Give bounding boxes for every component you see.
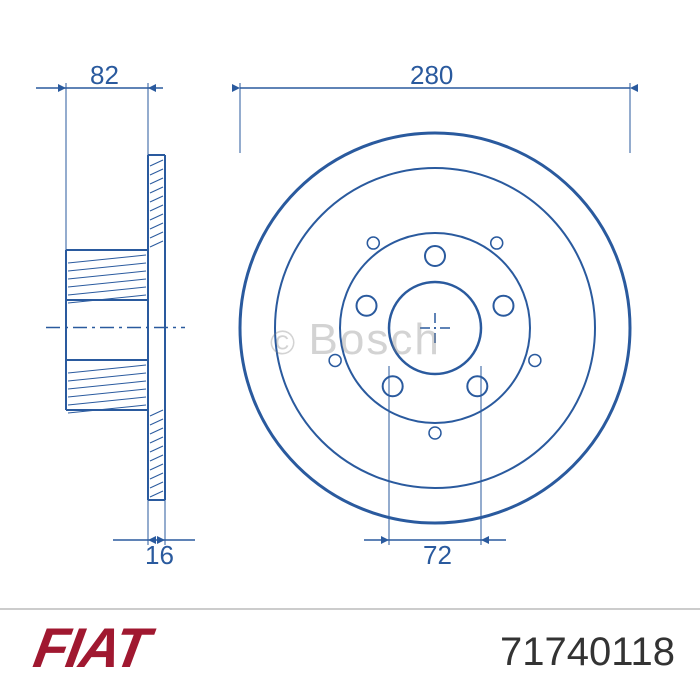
- diagram-container: 82 280 16 72 Bosch FIAT 71740118: [0, 0, 700, 700]
- part-number: 71740118: [500, 630, 675, 675]
- brand-logo: FIAT: [29, 615, 153, 680]
- technical-drawing: [0, 0, 700, 700]
- dim-thickness-label: 16: [145, 540, 174, 571]
- divider-line: [0, 608, 700, 610]
- dim-width-label: 82: [90, 60, 119, 91]
- dim-diameter-label: 280: [410, 60, 453, 91]
- dim-bore-label: 72: [423, 540, 452, 571]
